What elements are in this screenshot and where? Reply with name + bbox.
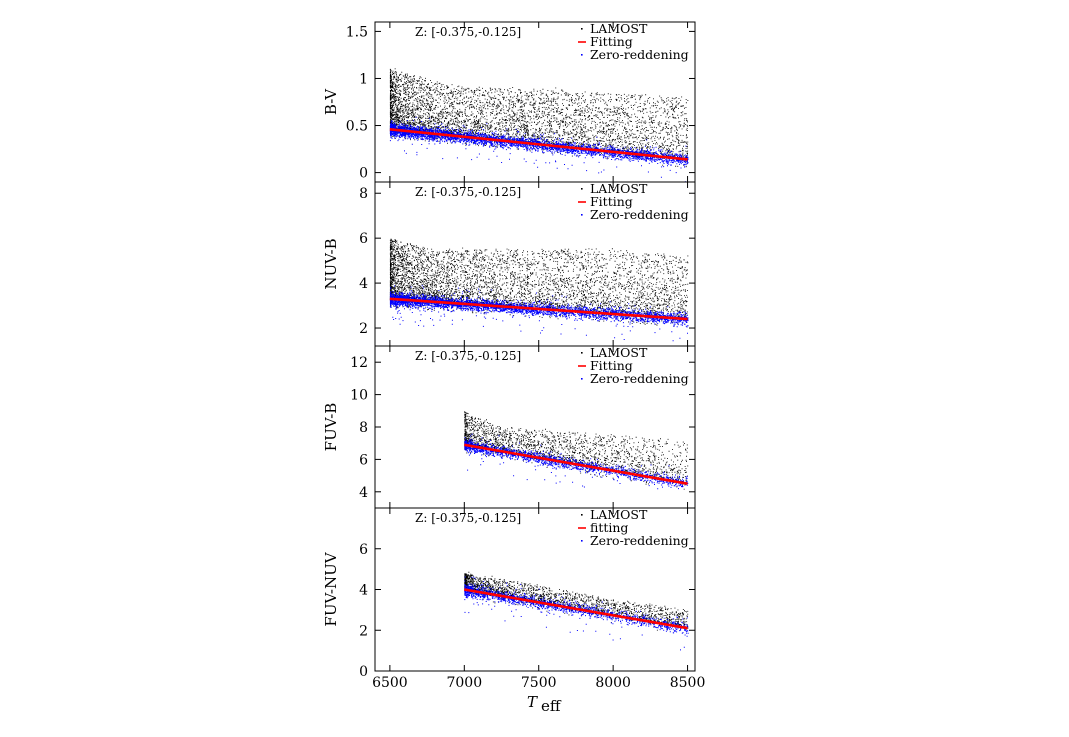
lamost-points [389, 68, 689, 168]
zero-reddening-points [464, 576, 689, 651]
y-tick-label: 2 [359, 321, 368, 337]
metallicity-annotation: Z: [-0.375,-0.125] [415, 25, 521, 39]
y-tick-label: 6 [359, 231, 368, 247]
x-tick-label: 8000 [595, 675, 631, 691]
y-axis-label: B-V [322, 88, 340, 115]
lamost-points [389, 238, 689, 327]
legend-label: Fitting [590, 358, 633, 373]
y-tick-label: 10 [350, 388, 368, 404]
legend-label: LAMOST [590, 181, 648, 196]
legend-label: LAMOST [590, 345, 648, 360]
y-tick-label: 6 [359, 542, 368, 558]
panels: 00.511.5B-VZ: [-0.375,-0.125] LAMOSTFitti… [322, 21, 705, 691]
metallicity-annotation: Z: [-0.375,-0.125] [415, 185, 521, 199]
legend-marker-dot [581, 214, 583, 216]
fitting-line [464, 588, 688, 630]
x-tick-label: 6500 [372, 675, 408, 691]
y-tick-label: 4 [359, 485, 368, 501]
legend-label: LAMOST [590, 21, 648, 36]
panel-2: 2 4 6 8 NUV-B Z: [-0.375,-0.125] LAMOSTFitting… [322, 181, 696, 347]
y-tick-label: 6 [359, 452, 368, 468]
y-axis-label: NUV-B [322, 238, 340, 289]
x-axis-label-main: T [527, 693, 538, 711]
legend-label: LAMOST [590, 507, 648, 522]
zero-reddening-points [464, 433, 689, 490]
legend-marker-dot [581, 54, 583, 56]
fitting-line [389, 297, 688, 321]
metallicity-annotation: Z: [-0.375,-0.125] [415, 349, 521, 363]
panel-3: 4 6 8 10 12 FUV-B Z: [-0.375,-0.125] LAMOSTFitt… [322, 345, 696, 509]
x-tick-label: 7000 [446, 675, 482, 691]
zero-reddening-points [389, 116, 689, 182]
scatter-points [389, 238, 689, 342]
x-axis-label-sub: eff [541, 697, 562, 715]
legend-label: Fitting [590, 34, 633, 49]
y-tick-label: 0.5 [346, 119, 368, 135]
y-tick-label: 4 [359, 583, 368, 599]
legend-label: Fitting [590, 194, 633, 209]
legend-marker-dot [581, 514, 583, 516]
y-tick-label: 1 [359, 71, 368, 87]
legend-label: Zero-reddening [590, 533, 689, 548]
legend-label: fitting [590, 520, 628, 535]
panel-4: 6500 7000 7500 8000 8500 0 2 4 6 FUV-NUV Z: [-0.37… [322, 507, 705, 691]
y-axis-label: FUV-B [322, 403, 340, 452]
y-axis-label: FUV-NUV [322, 551, 340, 626]
x-axis-title: T eff [527, 693, 562, 715]
x-tick-label: 7500 [521, 675, 557, 691]
y-tick-label: 0 [359, 166, 368, 182]
legend-marker-dot [581, 188, 583, 190]
legend-label: Zero-reddening [590, 371, 689, 386]
legend-marker-dot [581, 378, 583, 380]
legend-label: Zero-reddening [590, 47, 689, 62]
metallicity-annotation: Z: [-0.375,-0.125] [415, 511, 521, 525]
y-tick-label: 8 [359, 186, 368, 202]
scatter-points [389, 68, 689, 182]
y-tick-label: 12 [350, 355, 368, 371]
lamost-points [464, 411, 689, 490]
legend-marker-dot [581, 28, 583, 30]
panel-1: 0 0.5 1 1.5 B-V Z: [-0.375,-0.125] LAMOSTFitti… [322, 21, 696, 183]
scatter-points [464, 571, 689, 651]
y-tick-label: 1.5 [346, 24, 368, 40]
legend-marker-dot [581, 540, 583, 542]
x-tick-label: 8500 [670, 675, 706, 691]
fitting-line [464, 443, 688, 485]
legend-marker-dot [581, 352, 583, 354]
fitting-line [389, 128, 688, 161]
y-tick-label: 0 [359, 664, 368, 680]
y-tick-label: 4 [359, 276, 368, 292]
scatter-points [464, 411, 689, 490]
y-tick-label: 2 [359, 623, 368, 639]
y-tick-label: 8 [359, 420, 368, 436]
legend-label: Zero-reddening [590, 207, 689, 222]
